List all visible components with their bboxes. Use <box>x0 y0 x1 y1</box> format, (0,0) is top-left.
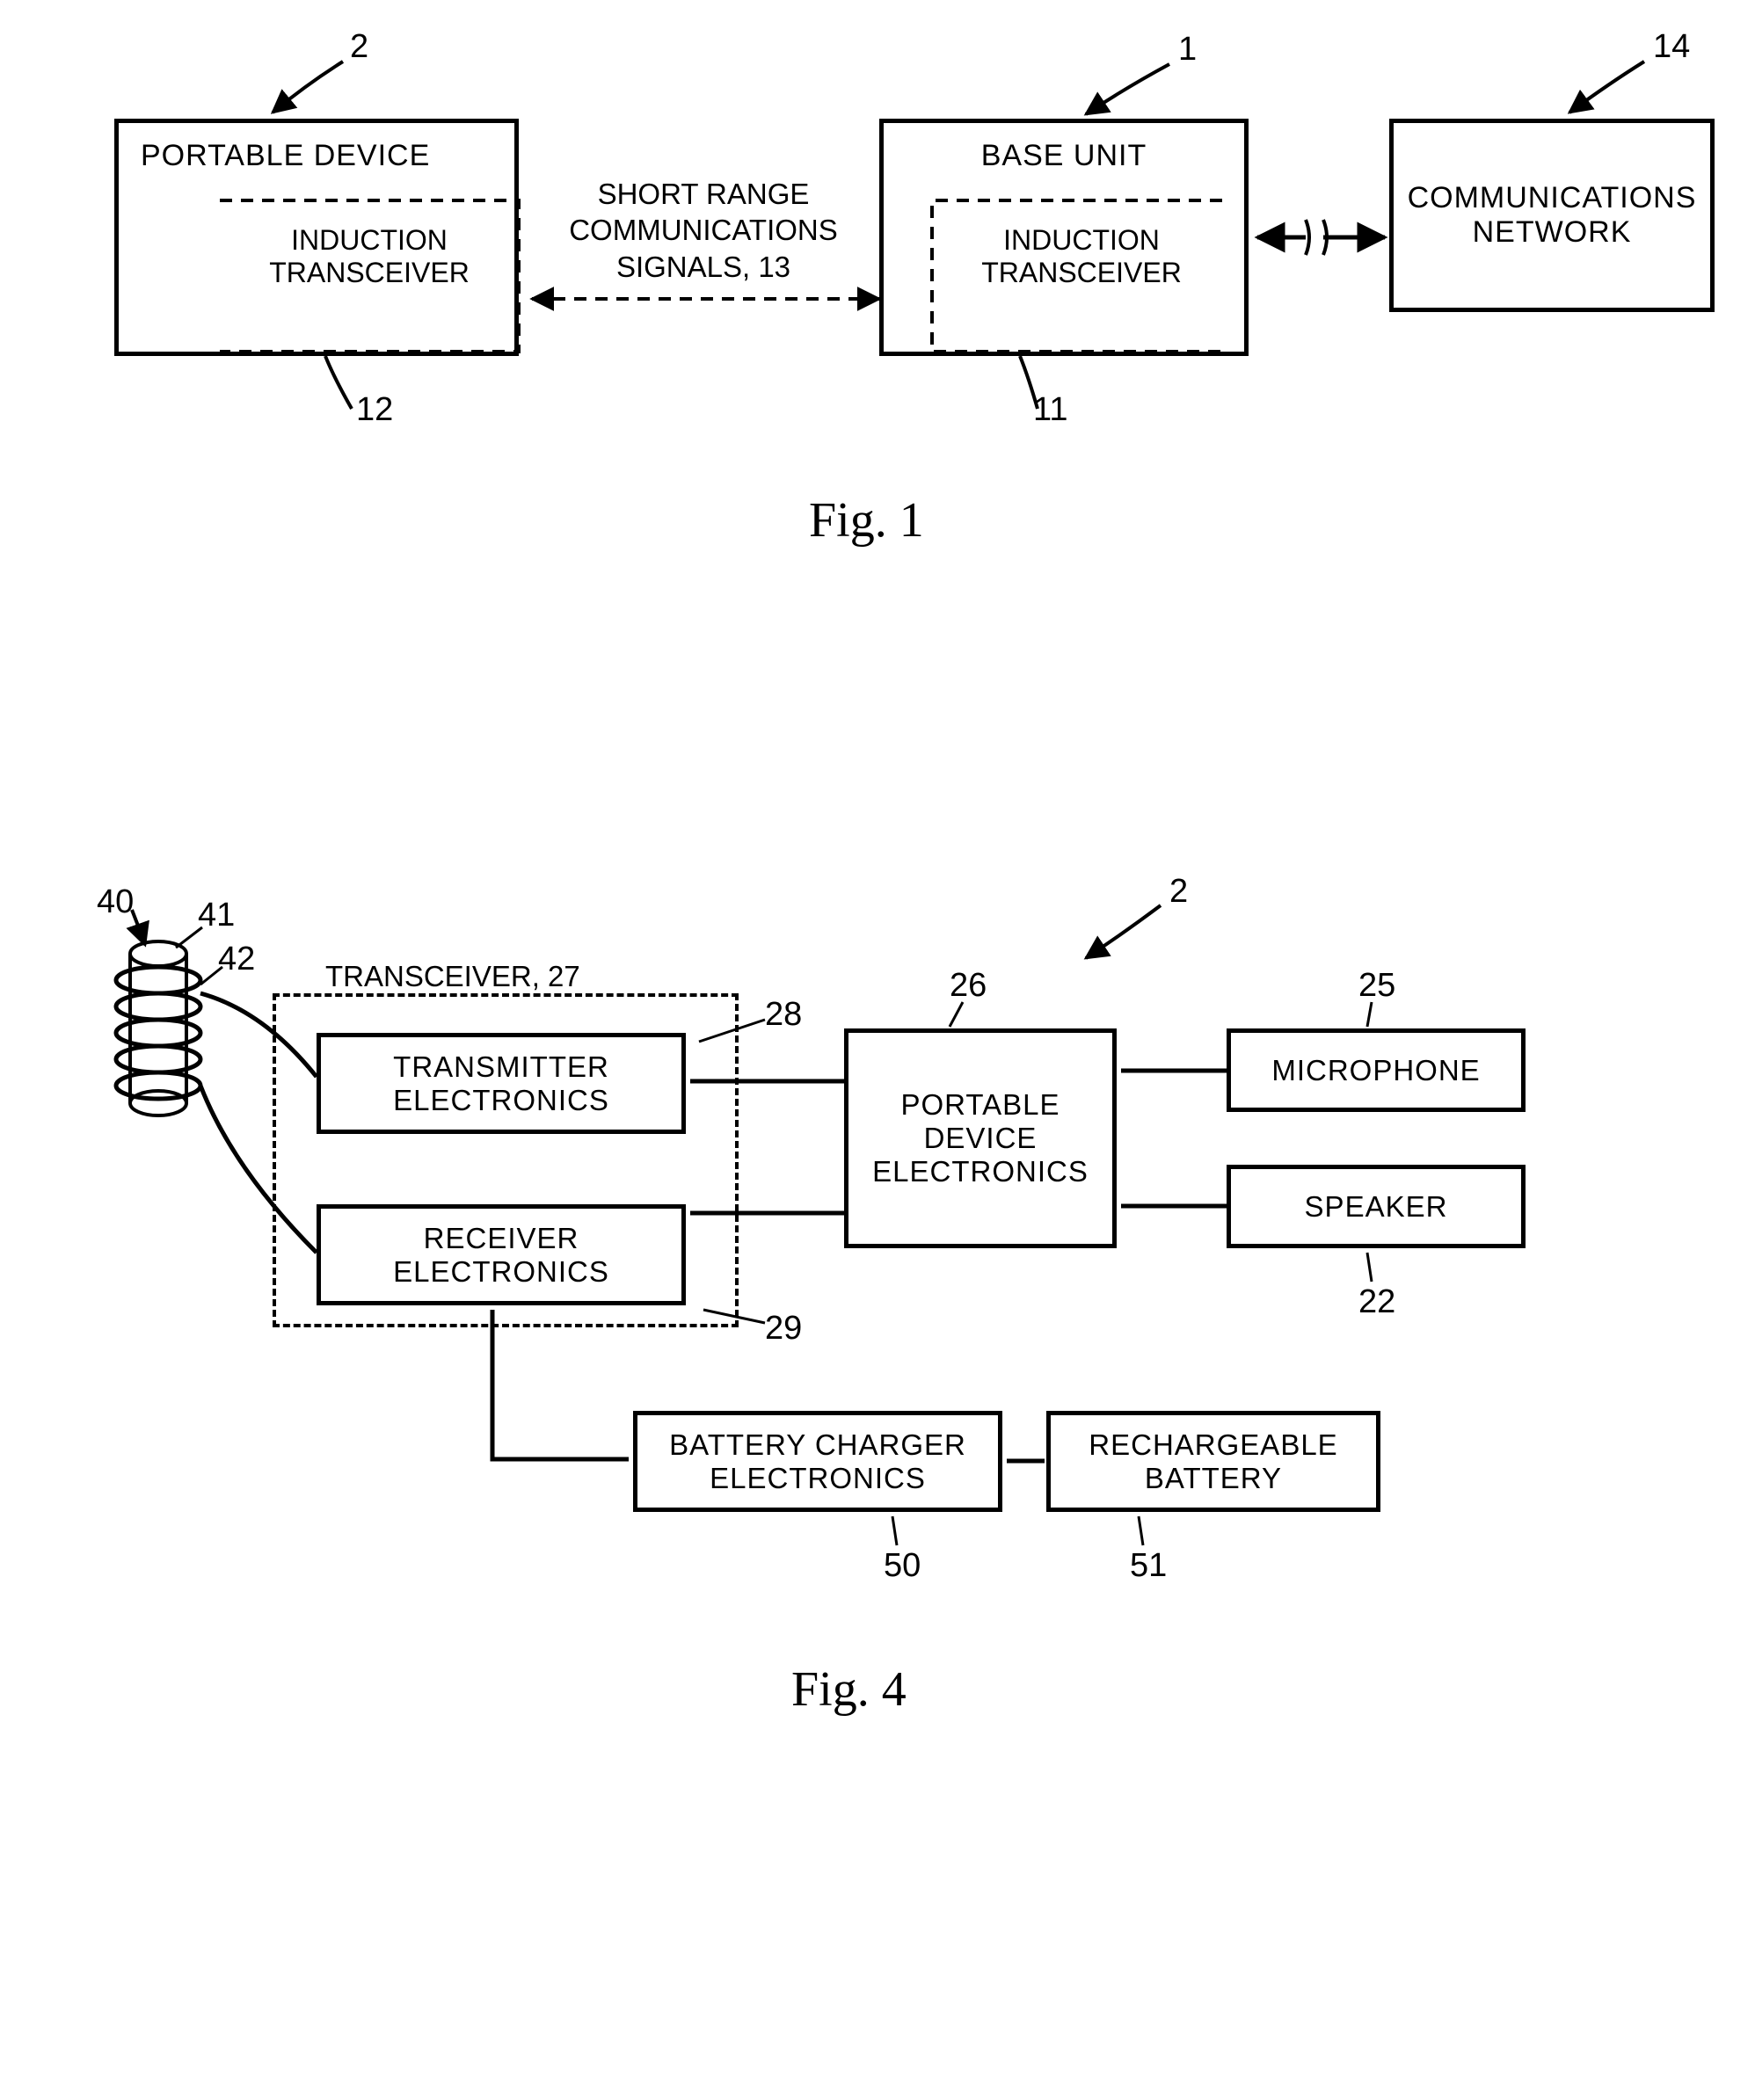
fig1-comm-network-box: COMMUNICATIONS NETWORK <box>1389 119 1715 312</box>
fig4-ref-25: 25 <box>1358 967 1395 1005</box>
fig4-charger-box: BATTERY CHARGER ELECTRONICS <box>633 1411 1002 1512</box>
fig4-ref-29: 29 <box>765 1310 802 1348</box>
fig4-charger-label: BATTERY CHARGER ELECTRONICS <box>666 1425 970 1499</box>
fig1-ref-14: 14 <box>1653 28 1690 66</box>
fig4-speaker-box: SPEAKER <box>1227 1165 1526 1248</box>
fig1-ref-1: 1 <box>1178 31 1197 69</box>
fig4-pde-box: PORTABLE DEVICE ELECTRONICS <box>844 1028 1117 1248</box>
diagram-container: PORTABLE DEVICE INDUCTION TRANSCEIVER 2 … <box>0 0 1755 2100</box>
fig4-ref-42: 42 <box>218 941 255 978</box>
fig4-ref-40: 40 <box>97 883 134 921</box>
fig4-ref-2: 2 <box>1169 873 1188 911</box>
fig1-comm-network-label: COMMUNICATIONS NETWORK <box>1404 178 1700 253</box>
fig4-ref-22: 22 <box>1358 1283 1395 1321</box>
fig4-receiver-label: RECEIVER ELECTRONICS <box>390 1218 613 1292</box>
fig4-caption: Fig. 4 <box>791 1661 907 1718</box>
fig1-portable-device-label: PORTABLE DEVICE <box>119 123 430 173</box>
fig4-microphone-box: MICROPHONE <box>1227 1028 1526 1112</box>
fig4-transceiver-label: TRANSCEIVER, 27 <box>325 960 580 993</box>
fig4-ref-51: 51 <box>1130 1547 1167 1585</box>
fig1-caption: Fig. 1 <box>809 492 924 549</box>
fig4-receiver-box: RECEIVER ELECTRONICS <box>317 1204 686 1305</box>
fig4-ref-28: 28 <box>765 996 802 1034</box>
fig4-ref-41: 41 <box>198 897 235 934</box>
fig1-ref-2: 2 <box>350 28 368 66</box>
fig1-ref-12: 12 <box>356 391 393 429</box>
fig4-ref-26: 26 <box>950 967 987 1005</box>
fig4-transmitter-box: TRANSMITTER ELECTRONICS <box>317 1033 686 1134</box>
fig4-transmitter-label: TRANSMITTER ELECTRONICS <box>390 1047 613 1121</box>
fig4-battery-box: RECHARGEABLE BATTERY <box>1046 1411 1380 1512</box>
fig4-speaker-label: SPEAKER <box>1301 1187 1452 1227</box>
fig1-signal-label: SHORT RANGE COMMUNICATIONS SIGNALS, 13 <box>532 176 875 285</box>
fig4-pde-label: PORTABLE DEVICE ELECTRONICS <box>869 1085 1092 1192</box>
fig4-battery-label: RECHARGEABLE BATTERY <box>1085 1425 1341 1499</box>
fig1-base-unit-label: BASE UNIT <box>978 123 1150 177</box>
fig4-ref-50: 50 <box>884 1547 921 1585</box>
fig4-microphone-label: MICROPHONE <box>1268 1050 1483 1091</box>
fig1-portable-inner-label: INDUCTION TRANSCEIVER <box>237 224 501 289</box>
fig1-ref-11: 11 <box>1033 391 1067 429</box>
fig1-base-inner-label: INDUCTION TRANSCEIVER <box>950 224 1213 289</box>
